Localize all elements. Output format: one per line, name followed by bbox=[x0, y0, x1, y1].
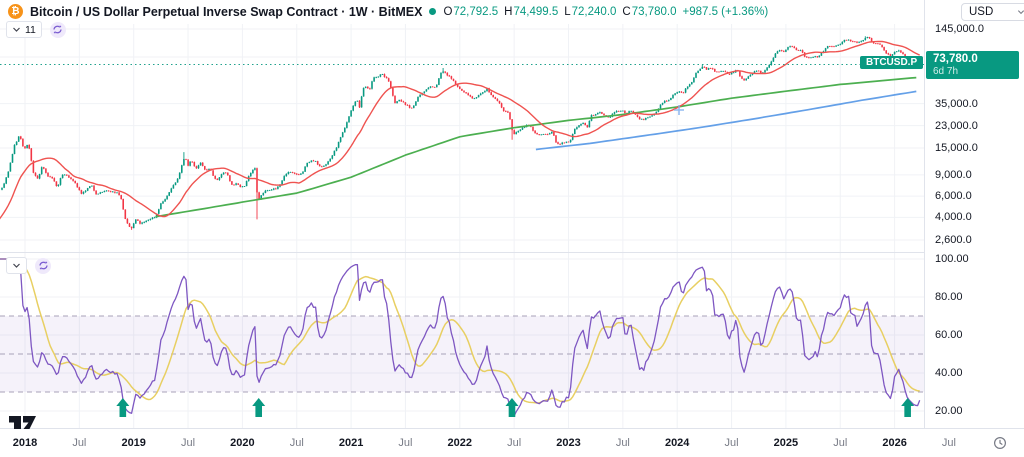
close-value: C73,780.0 bbox=[622, 5, 677, 18]
time-axis-label: 2021 bbox=[338, 437, 364, 449]
time-axis-label: 2026 bbox=[882, 437, 907, 449]
price-tick-label: 9,000.0 bbox=[935, 168, 972, 181]
chevron-down-icon bbox=[13, 263, 20, 268]
current-price-value: 73,780.0 bbox=[933, 53, 978, 66]
rsi-ma-line bbox=[0, 258, 920, 404]
ticker-price-tag: BTCUSD.P bbox=[860, 56, 924, 70]
market-status-dot bbox=[429, 8, 437, 15]
candlestick-series bbox=[1, 36, 921, 230]
chart-legend: ₿ Bitcoin / US Dollar Perpetual Inverse … bbox=[8, 3, 768, 20]
time-axis-label: 2025 bbox=[773, 437, 799, 449]
change-value: +987.5 (+1.36%) bbox=[682, 5, 769, 18]
moving-average-lines bbox=[0, 40, 921, 220]
rsi-tick-label: 80.00 bbox=[935, 291, 963, 303]
buy-signal-arrow bbox=[505, 398, 519, 417]
time-axis[interactable]: 2018 Jul 2019 Jul 2020 Jul 2021 Jul 2022 Jul 2023 J… bbox=[0, 428, 1024, 457]
time-axis-label: 2023 bbox=[556, 437, 581, 449]
timezone-clock-icon[interactable] bbox=[993, 436, 1007, 450]
currency-label: USD bbox=[969, 6, 994, 18]
tradingview-logo[interactable] bbox=[8, 413, 38, 431]
time-axis-label: 2020 bbox=[230, 437, 255, 449]
buy-signal-arrow bbox=[252, 398, 266, 417]
rsi-collapse-button[interactable] bbox=[6, 257, 27, 274]
time-axis-label: Jul bbox=[941, 437, 956, 449]
sma-red-line bbox=[0, 40, 921, 220]
plus-marker[interactable] bbox=[674, 105, 684, 115]
price-tick-label: 35,000.0 bbox=[935, 97, 978, 110]
time-axis-label: 2022 bbox=[447, 437, 473, 449]
current-price-flag: 73,780.0 6d 7h bbox=[926, 51, 1019, 80]
high-value: H74,499.5 bbox=[504, 5, 559, 18]
time-axis-label: 2018 bbox=[12, 437, 38, 449]
indicator-collapse-button[interactable]: 11 bbox=[6, 21, 42, 38]
price-tick-label: 6,000.0 bbox=[935, 190, 972, 203]
rsi-loading-icon bbox=[35, 257, 51, 274]
time-axis-label: Jul bbox=[724, 437, 739, 449]
buy-signal-arrow bbox=[901, 398, 915, 417]
time-axis-label: Jul bbox=[507, 437, 522, 449]
price-axis[interactable]: USD 73,780.0 6d 7h 145,000.085,000.035,0… bbox=[924, 0, 1024, 457]
time-axis-label: Jul bbox=[289, 437, 304, 449]
price-tick-label: 4,000.0 bbox=[935, 211, 972, 224]
pane-separator[interactable] bbox=[0, 252, 1024, 253]
price-tick-label: 23,000.0 bbox=[935, 119, 978, 132]
open-value: O72,792.5 bbox=[443, 5, 499, 18]
indicator-loading-icon bbox=[49, 21, 66, 38]
currency-selector[interactable]: USD bbox=[961, 3, 1024, 21]
chevron-down-icon bbox=[1017, 10, 1024, 15]
bar-countdown: 6d 7h bbox=[933, 66, 959, 78]
time-axis-label: Jul bbox=[398, 437, 413, 449]
price-tick-label: 145,000.0 bbox=[935, 23, 984, 35]
time-axis-label: 2019 bbox=[121, 437, 146, 449]
sma-blue-line bbox=[535, 90, 917, 151]
buy-signal-arrows bbox=[116, 398, 915, 417]
symbol-title[interactable]: Bitcoin / US Dollar Perpetual Inverse Sw… bbox=[30, 4, 423, 19]
time-axis-label: Jul bbox=[833, 437, 848, 449]
sma-green-line bbox=[155, 76, 917, 218]
rsi-tick-label: 20.00 bbox=[935, 405, 963, 417]
chevron-down-icon bbox=[13, 27, 20, 32]
time-axis-label: 2024 bbox=[664, 437, 690, 449]
time-axis-label: Jul bbox=[72, 437, 87, 449]
rsi-pane-controls bbox=[6, 257, 51, 274]
rsi-series bbox=[0, 258, 921, 417]
time-axis-label: Jul bbox=[615, 437, 630, 449]
indicator-count: 11 bbox=[25, 23, 36, 36]
grid-lines bbox=[0, 24, 924, 428]
rsi-line bbox=[0, 258, 921, 417]
rsi-tick-label: 60.00 bbox=[935, 329, 963, 341]
price-tick-label: 2,600.0 bbox=[935, 234, 972, 246]
price-tick-label: 15,000.0 bbox=[935, 142, 978, 155]
bitcoin-icon: ₿ bbox=[8, 4, 23, 19]
buy-signal-arrow bbox=[116, 398, 130, 417]
rsi-tick-label: 100.00 bbox=[935, 253, 969, 265]
time-axis-label: Jul bbox=[181, 437, 196, 449]
ohlc-values: O72,792.5 H74,499.5 L72,240.0 C73,780.0 … bbox=[443, 6, 768, 18]
rsi-band bbox=[0, 315, 924, 393]
low-value: L72,240.0 bbox=[564, 5, 617, 18]
rsi-tick-label: 40.00 bbox=[935, 367, 963, 379]
price-pane-controls: 11 bbox=[6, 21, 66, 38]
